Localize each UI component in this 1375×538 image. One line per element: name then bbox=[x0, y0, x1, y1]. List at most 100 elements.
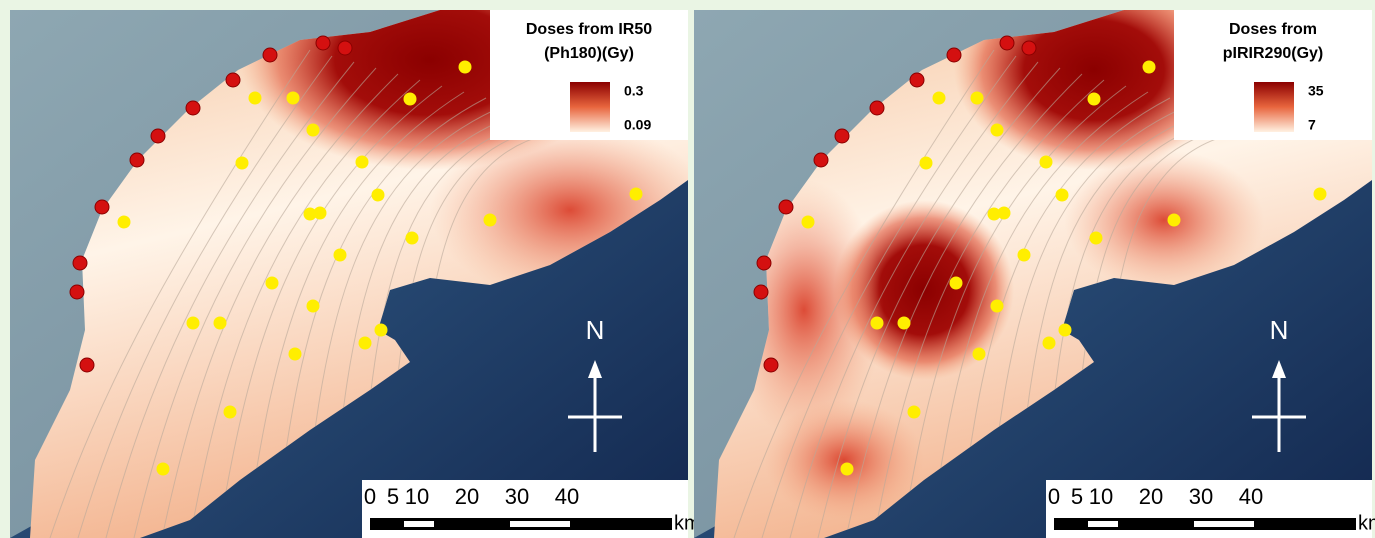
coastal-sample bbox=[316, 36, 330, 50]
coastal-sample bbox=[263, 48, 277, 62]
scale-label: 0 bbox=[364, 484, 376, 509]
coastal-sample bbox=[226, 73, 240, 87]
inland-sample bbox=[157, 463, 170, 476]
inland-sample bbox=[841, 463, 854, 476]
inland-sample bbox=[971, 92, 984, 105]
legend-title: Doses from IR50 bbox=[526, 21, 652, 38]
inland-sample bbox=[356, 156, 369, 169]
inland-sample bbox=[372, 189, 385, 202]
legend-ramp bbox=[1254, 82, 1294, 132]
coastal-sample bbox=[870, 101, 884, 115]
coastal-sample bbox=[186, 101, 200, 115]
coastal-sample bbox=[757, 256, 771, 270]
page: Doses from IR50(Ph180)(Gy)0.30.09N051020… bbox=[0, 0, 1375, 538]
inland-sample bbox=[630, 188, 643, 201]
inland-sample bbox=[1059, 324, 1072, 337]
inland-sample bbox=[1040, 156, 1053, 169]
coastal-sample bbox=[764, 358, 778, 372]
inland-sample bbox=[289, 348, 302, 361]
north-label: N bbox=[586, 315, 605, 345]
scale-label: 20 bbox=[455, 484, 479, 509]
scale-label: 10 bbox=[405, 484, 429, 509]
inland-sample bbox=[375, 324, 388, 337]
inland-sample bbox=[991, 124, 1004, 137]
coastal-sample bbox=[1000, 36, 1014, 50]
inland-sample bbox=[459, 61, 472, 74]
inland-sample bbox=[1143, 61, 1156, 74]
inland-sample bbox=[933, 92, 946, 105]
inland-sample bbox=[973, 348, 986, 361]
scale-label: 20 bbox=[1139, 484, 1163, 509]
inland-sample bbox=[214, 317, 227, 330]
inland-sample bbox=[406, 232, 419, 245]
coastal-sample bbox=[80, 358, 94, 372]
inland-sample bbox=[334, 249, 347, 262]
scale-seg bbox=[404, 521, 434, 527]
inland-sample bbox=[404, 93, 417, 106]
legend-min: 7 bbox=[1308, 117, 1316, 133]
inland-sample bbox=[1090, 232, 1103, 245]
coastal-sample bbox=[835, 129, 849, 143]
scale-seg bbox=[1088, 521, 1118, 527]
inland-sample bbox=[998, 207, 1011, 220]
coastal-sample bbox=[70, 285, 84, 299]
coastal-sample bbox=[1022, 41, 1036, 55]
inland-sample bbox=[236, 157, 249, 170]
legend-max: 0.3 bbox=[624, 83, 644, 99]
inland-sample bbox=[908, 406, 921, 419]
inland-sample bbox=[266, 277, 279, 290]
inland-sample bbox=[1043, 337, 1056, 350]
scale-label: 5 bbox=[1071, 484, 1083, 509]
inland-sample bbox=[1168, 214, 1181, 227]
inland-sample bbox=[224, 406, 237, 419]
coastal-sample bbox=[814, 153, 828, 167]
inland-sample bbox=[249, 92, 262, 105]
legend-title: (Ph180)(Gy) bbox=[544, 45, 634, 62]
scale-seg bbox=[1194, 521, 1254, 527]
coastal-sample bbox=[73, 256, 87, 270]
coastal-sample bbox=[754, 285, 768, 299]
inland-sample bbox=[307, 300, 320, 313]
coastal-sample bbox=[151, 129, 165, 143]
inland-sample bbox=[991, 300, 1004, 313]
scale-label: 5 bbox=[387, 484, 399, 509]
inland-sample bbox=[1056, 189, 1069, 202]
inland-sample bbox=[359, 337, 372, 350]
legend-title: Doses from bbox=[1229, 21, 1317, 38]
legend-title: pIRIR290(Gy) bbox=[1223, 45, 1323, 62]
scale-label: 40 bbox=[555, 484, 579, 509]
coastal-sample bbox=[910, 73, 924, 87]
scale-label: 0 bbox=[1048, 484, 1060, 509]
inland-sample bbox=[307, 124, 320, 137]
inland-sample bbox=[920, 157, 933, 170]
map-panel: Doses from IR50 (Ph180)(Gy) 0.3 0.09 N 0510 20… bbox=[10, 0, 710, 538]
coastal-sample bbox=[130, 153, 144, 167]
scale-label: 10 bbox=[1089, 484, 1113, 509]
scale-unit: km bbox=[1358, 512, 1375, 534]
legend-max: 35 bbox=[1308, 83, 1324, 99]
scale-seg bbox=[510, 521, 570, 527]
inland-sample bbox=[871, 317, 884, 330]
inland-sample bbox=[484, 214, 497, 227]
north-label: N bbox=[1270, 315, 1289, 345]
scale-label: 30 bbox=[505, 484, 529, 509]
legend-min: 0.09 bbox=[624, 117, 651, 133]
inland-sample bbox=[187, 317, 200, 330]
inland-sample bbox=[898, 317, 911, 330]
inland-sample bbox=[287, 92, 300, 105]
inland-sample bbox=[1018, 249, 1031, 262]
figure: Doses from IR50(Ph180)(Gy)0.30.09N051020… bbox=[0, 0, 1375, 538]
inland-sample bbox=[118, 216, 131, 229]
coastal-sample bbox=[947, 48, 961, 62]
inland-sample bbox=[1088, 93, 1101, 106]
legend-ramp bbox=[570, 82, 610, 132]
inland-sample bbox=[314, 207, 327, 220]
coastal-sample bbox=[95, 200, 109, 214]
coastal-sample bbox=[338, 41, 352, 55]
inland-sample bbox=[802, 216, 815, 229]
inland-sample bbox=[1314, 188, 1327, 201]
coastal-sample bbox=[779, 200, 793, 214]
scale-label: 40 bbox=[1239, 484, 1263, 509]
scale-label: 30 bbox=[1189, 484, 1213, 509]
